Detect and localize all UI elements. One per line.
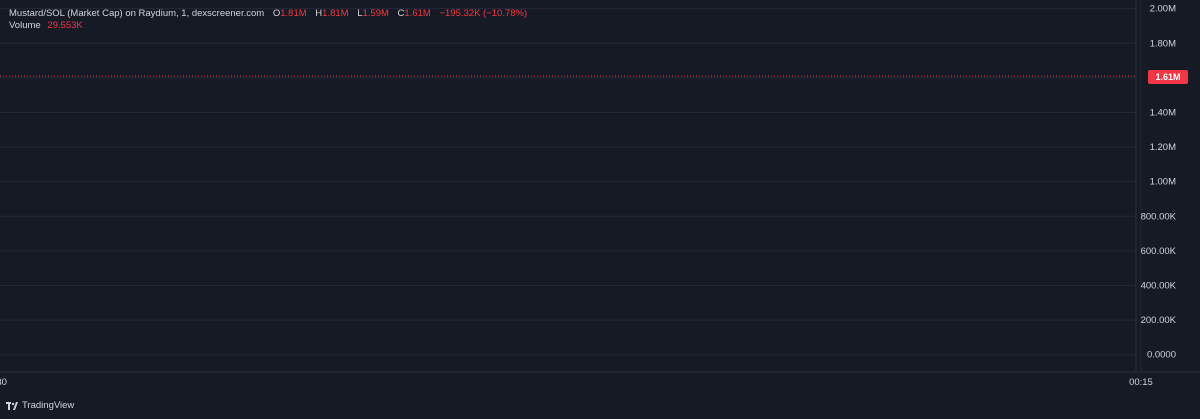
last-price-tag: 1.61M xyxy=(1148,70,1188,84)
y-tick-label: 1.40M xyxy=(1150,107,1176,118)
tradingview-logo-icon[interactable] xyxy=(6,401,18,411)
close-label: C xyxy=(397,8,405,19)
legend-row: Mustard/SOL (Market Cap) on Raydium, 1, … xyxy=(9,8,527,20)
y-tick-label: 800.00K xyxy=(1141,211,1177,222)
y-tick-label: 200.00K xyxy=(1141,315,1177,326)
y-tick-label: 1.00M xyxy=(1150,177,1176,188)
volume-value: 29.553K xyxy=(47,20,83,31)
close-value: 1.61M xyxy=(404,8,431,19)
tradingview-brand[interactable]: TradingView xyxy=(22,400,75,411)
symbol-title[interactable]: Mustard/SOL (Market Cap) on Raydium, 1, … xyxy=(9,8,265,19)
open-label: O xyxy=(272,8,281,19)
low-label: L xyxy=(357,8,363,19)
high-label: H xyxy=(315,8,323,19)
open-value: 1.81M xyxy=(280,8,307,19)
low-value: 1.59M xyxy=(362,8,389,19)
y-tick-label: 0.0000 xyxy=(1147,350,1176,361)
y-tick-label: 600.00K xyxy=(1141,246,1177,257)
volume-legend-row: Volume 29.553K xyxy=(9,20,83,32)
high-value: 1.81M xyxy=(322,8,349,19)
footer: TradingView xyxy=(0,398,1200,414)
y-tick-label: 1.80M xyxy=(1150,38,1176,49)
y-tick-label: 2.00M xyxy=(1150,4,1176,15)
x-tick-label: 19:30 xyxy=(0,377,7,388)
y-tick-label: 1.20M xyxy=(1150,142,1176,153)
change-value: −195.32K (−10.78%) xyxy=(439,8,528,19)
volume-label: Volume xyxy=(9,20,41,31)
y-tick-label: 400.00K xyxy=(1141,280,1177,291)
x-tick-label: 00:15 xyxy=(1129,377,1153,388)
